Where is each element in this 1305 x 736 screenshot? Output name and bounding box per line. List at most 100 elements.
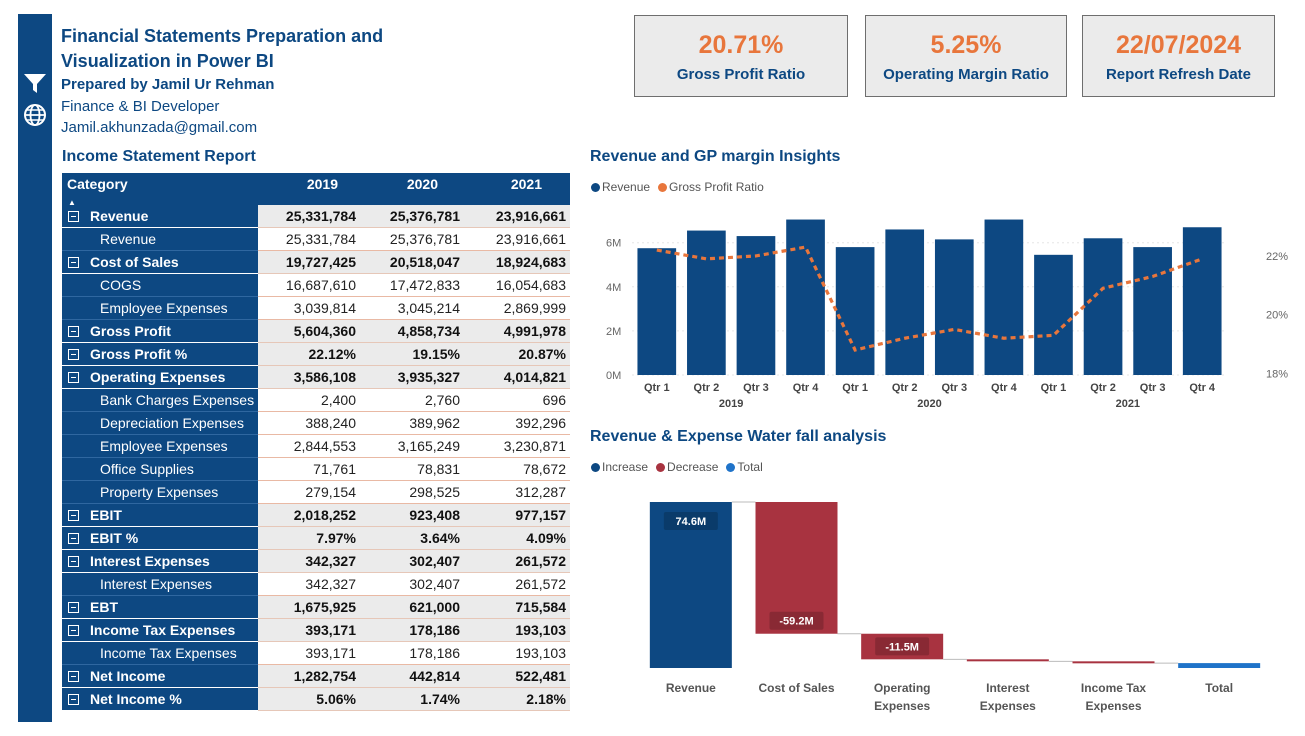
- row-category-cell: EBIT %: [62, 527, 258, 550]
- table-row-group[interactable]: Income Tax Expenses 393,171 178,186 193,103: [62, 619, 570, 642]
- value-cell: 442,814: [362, 665, 466, 688]
- value-cell: 78,831: [362, 458, 466, 481]
- collapse-icon[interactable]: [68, 671, 79, 682]
- table-row-group[interactable]: Net Income % 5.06% 1.74% 2.18%: [62, 688, 570, 711]
- revenue-bar[interactable]: [1034, 254, 1073, 375]
- revenue-bar[interactable]: [835, 247, 875, 375]
- collapse-icon[interactable]: [68, 211, 79, 222]
- table-row-group[interactable]: EBT 1,675,925 621,000 715,584: [62, 596, 570, 619]
- income-statement-title: Income Statement Report: [62, 148, 256, 165]
- revenue-bar[interactable]: [687, 230, 726, 375]
- revenue-bar[interactable]: [637, 248, 677, 375]
- row-category-cell: EBIT: [62, 504, 258, 527]
- value-cell: 2,400: [258, 389, 362, 412]
- collapse-icon[interactable]: [68, 694, 79, 705]
- value-cell: 696: [466, 389, 570, 412]
- table-row-group[interactable]: EBIT 2,018,252 923,408 977,157: [62, 504, 570, 527]
- row-label: Gross Profit %: [90, 346, 188, 362]
- globe-icon[interactable]: [22, 102, 48, 128]
- revenue-bar[interactable]: [1083, 238, 1123, 375]
- table-row[interactable]: Depreciation Expenses 388,240 389,962 392,2…: [62, 412, 570, 435]
- collapse-icon[interactable]: [68, 510, 79, 521]
- row-label: Income Tax Expenses: [100, 645, 237, 661]
- revenue-bar[interactable]: [934, 239, 974, 375]
- table-row[interactable]: Interest Expenses 342,327 302,407 261,572: [62, 573, 570, 596]
- collapse-icon[interactable]: [68, 602, 79, 613]
- waterfall-bar[interactable]: [1072, 661, 1155, 664]
- data-label-bg: [875, 637, 930, 656]
- collapse-icon[interactable]: [68, 625, 79, 636]
- table-row[interactable]: Revenue 25,331,784 25,376,781 23,916,661: [62, 228, 570, 251]
- x-tick-label: Income Tax: [1081, 681, 1146, 695]
- value-cell: 17,472,833: [362, 274, 466, 297]
- value-cell: 715,584: [466, 596, 570, 619]
- value-cell: 23,916,661: [466, 228, 570, 251]
- table-row-group[interactable]: Interest Expenses 342,327 302,407 261,572: [62, 550, 570, 573]
- value-cell: 178,186: [362, 619, 466, 642]
- table-row[interactable]: Bank Charges Expenses 2,400 2,760 696: [62, 389, 570, 412]
- revenue-bar[interactable]: [984, 219, 1024, 375]
- waterfall-chart: 74.6M Revenue -59.2M Cost of Sales -11.5M Ope…: [649, 501, 1261, 713]
- table-row-group[interactable]: Revenue 25,331,784 25,376,781 23,916,661: [62, 205, 570, 228]
- legend-item-increase[interactable]: Increase: [591, 460, 648, 474]
- waterfall-chart-legend: Increase Decrease Total: [591, 460, 767, 474]
- row-category-cell: Gross Profit %: [62, 343, 258, 366]
- x-tick-label: Qtr 1: [1041, 382, 1067, 394]
- collapse-icon[interactable]: [68, 326, 79, 337]
- revenue-bar[interactable]: [1182, 227, 1222, 375]
- row-label: Revenue: [100, 231, 157, 247]
- revenue-chart-legend: Revenue Gross Profit Ratio: [591, 180, 768, 194]
- table-row[interactable]: COGS 16,687,610 17,472,833 16,054,683: [62, 274, 570, 297]
- table-row[interactable]: Office Supplies 71,761 78,831 78,672: [62, 458, 570, 481]
- legend-item-decrease[interactable]: Decrease: [656, 460, 718, 474]
- filter-icon[interactable]: [22, 70, 48, 96]
- table-row[interactable]: Employee Expenses 3,039,814 3,045,214 2,869…: [62, 297, 570, 320]
- data-label: -11.5M: [885, 641, 919, 653]
- waterfall-bar[interactable]: [755, 502, 838, 634]
- table-row-group[interactable]: Cost of Sales 19,727,425 20,518,047 18,924,…: [62, 251, 570, 274]
- x-tick-label: Qtr 3: [941, 382, 967, 394]
- table-row-group[interactable]: Operating Expenses 3,586,108 3,935,327 4,01…: [62, 366, 570, 389]
- revenue-bar[interactable]: [1133, 247, 1172, 375]
- row-label: Cost of Sales: [90, 254, 179, 270]
- revenue-bar[interactable]: [885, 229, 925, 375]
- collapse-icon[interactable]: [68, 349, 79, 360]
- row-category-cell: Property Expenses: [62, 481, 258, 504]
- table-row-group[interactable]: Net Income 1,282,754 442,814 522,481: [62, 665, 570, 688]
- collapse-icon[interactable]: [68, 372, 79, 383]
- legend-item-gross-profit-ratio[interactable]: Gross Profit Ratio: [658, 180, 764, 194]
- legend-dot: [591, 462, 600, 472]
- legend-item-total[interactable]: Total: [726, 460, 763, 474]
- table-row-group[interactable]: Gross Profit % 22.12% 19.15% 20.87%: [62, 343, 570, 366]
- value-cell: 1,675,925: [258, 596, 362, 619]
- legend-item-revenue[interactable]: Revenue: [591, 180, 650, 194]
- row-label: Net Income %: [90, 691, 182, 707]
- row-category-cell: Office Supplies: [62, 458, 258, 481]
- table-row-group[interactable]: Gross Profit 5,604,360 4,858,734 4,991,978: [62, 320, 570, 343]
- column-header-2019[interactable]: 2019: [306, 176, 338, 192]
- gross-profit-ratio-line[interactable]: [656, 245, 1203, 352]
- column-header-2020[interactable]: 2020: [406, 176, 438, 192]
- column-header-2021[interactable]: 2021: [510, 176, 542, 192]
- waterfall-bar[interactable]: [1178, 663, 1261, 668]
- revenue-bar[interactable]: [786, 219, 825, 375]
- waterfall-bar[interactable]: [966, 659, 1049, 662]
- table-row[interactable]: Employee Expenses 2,844,553 3,165,249 3,230…: [62, 435, 570, 458]
- revenue-bar[interactable]: [736, 236, 776, 375]
- column-header-category[interactable]: Category ▲: [62, 173, 258, 207]
- collapse-icon[interactable]: [68, 533, 79, 544]
- waterfall-bar[interactable]: [649, 502, 732, 668]
- waterfall-bar[interactable]: [861, 633, 944, 660]
- row-label: Interest Expenses: [100, 576, 213, 592]
- table-row-group[interactable]: EBIT % 7.97% 3.64% 4.09%: [62, 527, 570, 550]
- table-row[interactable]: Property Expenses 279,154 298,525 312,287: [62, 481, 570, 504]
- collapse-icon[interactable]: [68, 257, 79, 268]
- x-tick-label: Qtr 4: [991, 382, 1018, 394]
- x-tick-label: Operating: [874, 681, 931, 695]
- value-cell: 302,407: [362, 573, 466, 596]
- table-row[interactable]: Income Tax Expenses 393,171 178,186 193,103: [62, 642, 570, 665]
- row-label: Income Tax Expenses: [90, 622, 236, 638]
- table-header: Category ▲ 2019 2020 2021: [62, 173, 570, 207]
- collapse-icon[interactable]: [68, 556, 79, 567]
- row-category-cell: Net Income %: [62, 688, 258, 711]
